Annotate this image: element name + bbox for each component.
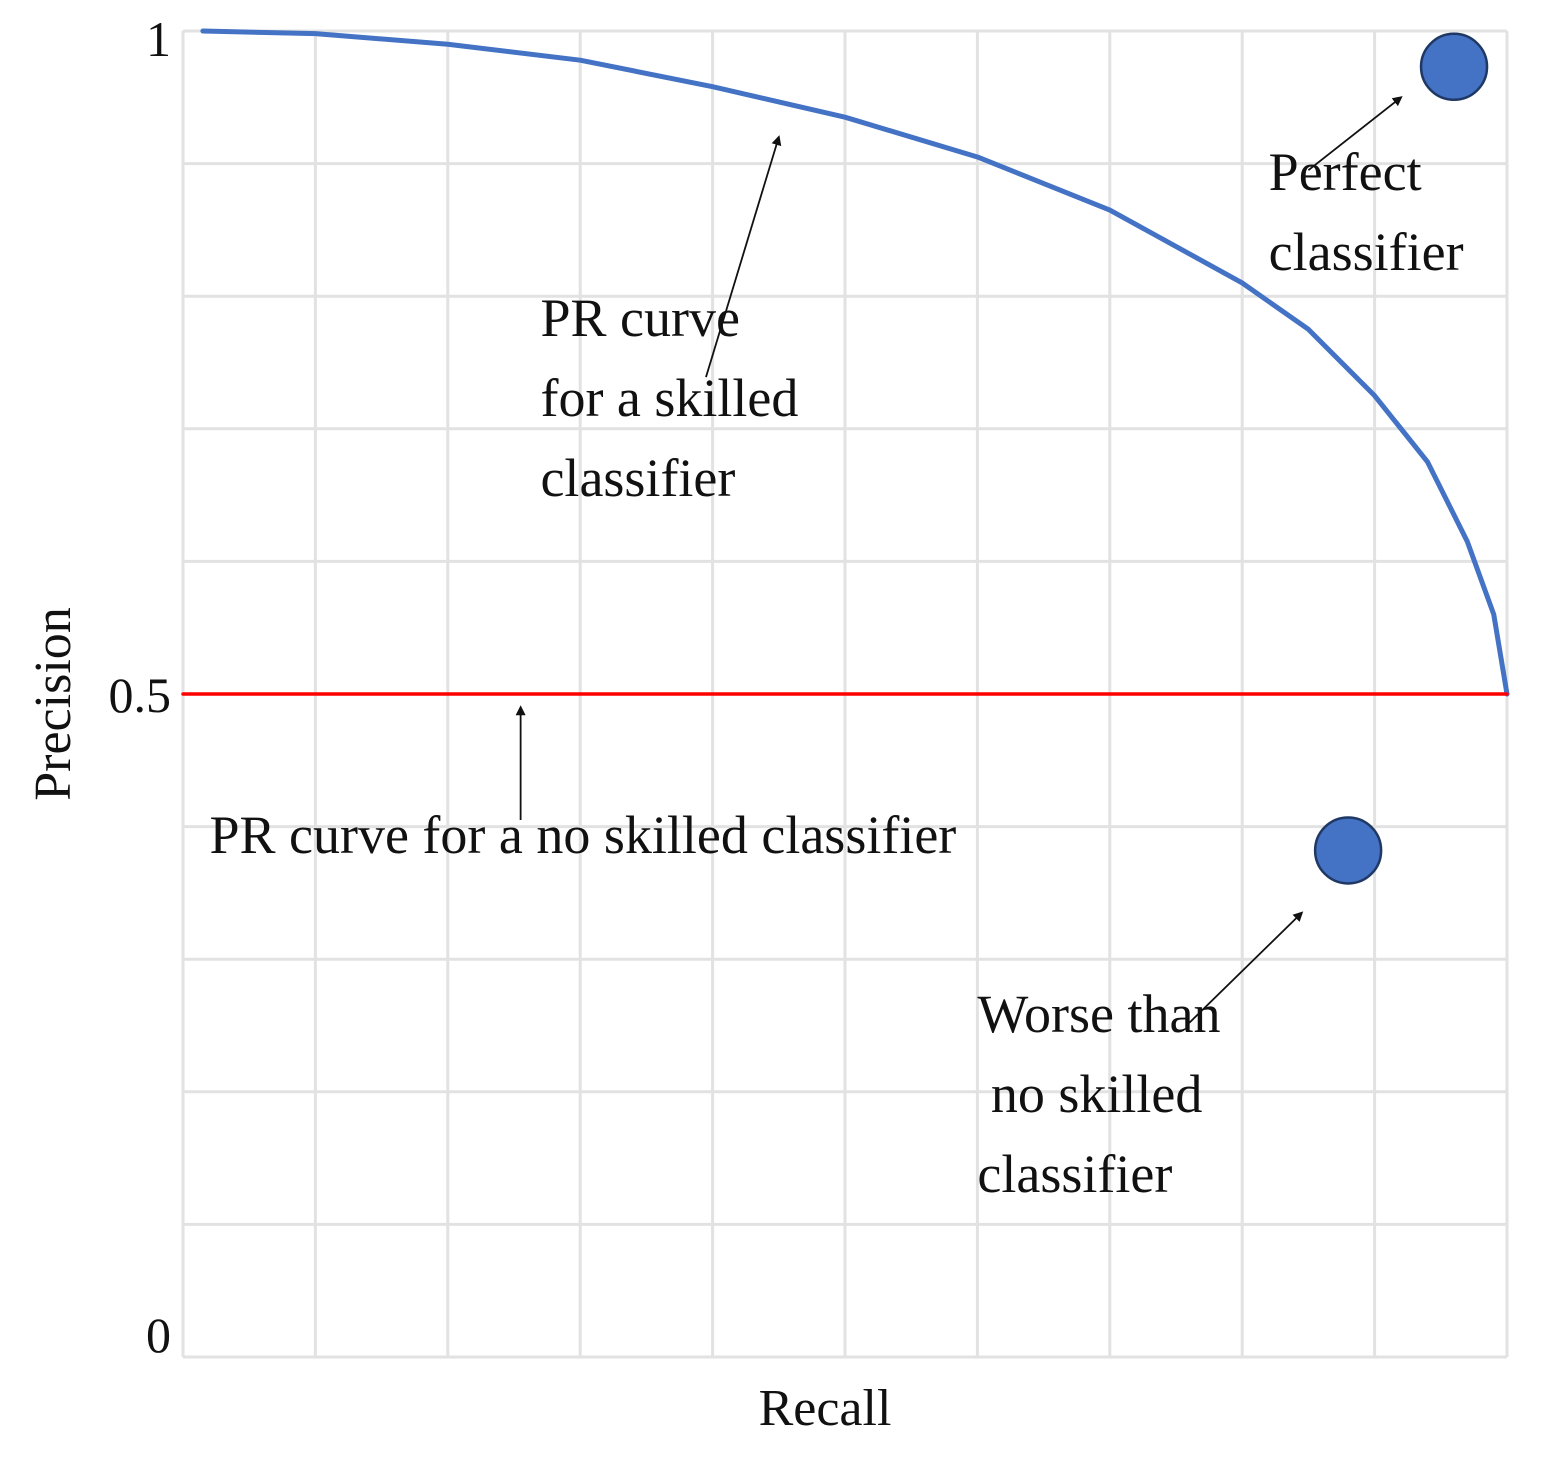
annotation-line: PR curve for a no skilled classifier <box>209 805 956 865</box>
points-layer <box>1313 32 1489 885</box>
annotation-line: for a skilled <box>540 368 798 428</box>
y-tick-label: 0.5 <box>109 667 172 723</box>
worse-point-annotation: Worse than no skilled classifier <box>977 984 1220 1204</box>
annotation-line: no skilled <box>977 1064 1202 1124</box>
series-layer <box>181 28 1510 697</box>
y-tick-label: 0 <box>146 1307 171 1363</box>
skilled-pr-curve <box>200 28 1510 697</box>
annotation-line: classifier <box>1269 222 1464 282</box>
worse-point-arrow <box>1188 911 1304 1024</box>
y-axis-label: Precision <box>25 607 82 801</box>
annotation-line: Worse than <box>977 984 1220 1044</box>
perfect-point-arrow <box>1307 96 1403 171</box>
skilled-curve-arrow <box>705 135 782 378</box>
worse-classifier-point <box>1313 816 1383 885</box>
no-skill-line-annotation: PR curve for a no skilled classifier <box>209 805 956 865</box>
perfect-classifier-point <box>1419 32 1489 102</box>
annotation-line: classifier <box>540 448 735 508</box>
annotation-line: Perfect <box>1269 142 1422 202</box>
annotation-line: classifier <box>977 1144 1172 1204</box>
annotation-layer: PR curve for a skilled classifier PR curve … <box>209 96 1464 1204</box>
skilled-curve-annotation: PR curve for a skilled classifier <box>540 288 798 508</box>
x-axis-label: Recall <box>759 1380 892 1437</box>
ticks-layer: 00.51 <box>109 11 172 1363</box>
perfect-point-annotation: Perfect classifier <box>1269 142 1464 282</box>
grid <box>181 29 1509 1359</box>
y-tick-label: 1 <box>146 11 171 67</box>
annotation-line: PR curve <box>540 288 739 348</box>
